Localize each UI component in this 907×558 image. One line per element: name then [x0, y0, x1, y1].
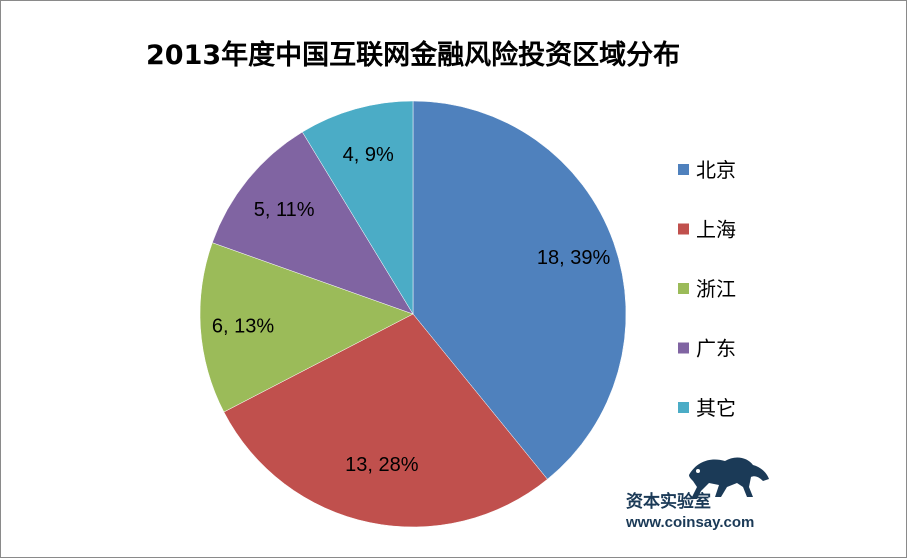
legend-label-0: 北京: [696, 158, 736, 182]
slice-label-2: 6, 13%: [212, 316, 274, 338]
legend-swatch-0: [678, 164, 689, 175]
legend-label-4: 其它: [696, 396, 736, 420]
legend-label-3: 广东: [696, 337, 736, 361]
slice-label-1: 13, 28%: [345, 454, 419, 476]
watermark: 资本实验室 www.coinsay.com: [625, 457, 769, 531]
legend-swatch-4: [678, 402, 689, 413]
pie-slice-2: [199, 242, 414, 413]
legend-swatch-3: [678, 342, 689, 354]
pie-slices: [199, 100, 627, 528]
watermark-name: 资本实验室: [626, 491, 711, 512]
slice-labels: 18, 39% 13, 28% 6, 13% 5, 11% 4, 9%: [212, 144, 611, 476]
slice-label-3: 5, 11%: [254, 199, 315, 221]
watermark-url: www.coinsay.com: [625, 514, 754, 531]
legend-swatch-2: [678, 283, 689, 294]
pie-slice-4: [301, 100, 414, 315]
leopard-logo-icon: [689, 457, 769, 499]
pie-slice-0: [412, 100, 627, 480]
pie-slice-3: [211, 131, 414, 315]
legend-swatch-1: [678, 223, 689, 235]
legend-label-2: 浙江: [696, 277, 736, 301]
slice-label-4: 4, 9%: [343, 144, 394, 166]
chart-title: 2013年度中国互联网金融风险投资区域分布: [146, 40, 681, 71]
slice-label-0: 18, 39%: [537, 247, 611, 269]
pie-slice-1: [223, 313, 548, 528]
legend-label-1: 上海: [696, 218, 736, 242]
